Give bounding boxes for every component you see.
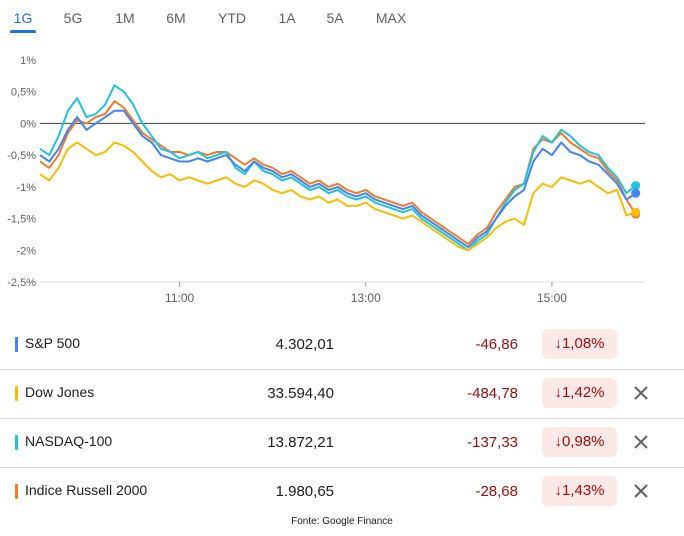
x-tick-label: 11:00 [165,291,194,305]
down-arrow-icon: ↓ [554,335,562,352]
series-line [39,109,637,249]
y-tick-label: 0% [20,118,36,130]
y-tick-label: 1% [20,55,36,67]
y-tick-label: -1,5% [7,214,36,226]
x-tick-label: 15:00 [537,291,567,305]
percent-change-badge: ↓1,08% [542,329,617,359]
tab-6m[interactable]: 6M [166,10,186,26]
tab-1m[interactable]: 1M [115,10,135,26]
percent-change-badge: ↓1,43% [542,476,617,506]
percent-change-value: 0,98% [561,433,605,450]
index-name: NASDAQ-100 [25,433,113,449]
x-tick-label: 13:00 [351,291,381,305]
close-icon[interactable] [631,383,651,403]
index-line-chart: 1% 0,5% 0% -0,5% -1% -1,5% -2% -2,5% 11:00 13:00… [7,55,645,305]
chart-series [39,84,641,252]
index-name: S&P 500 [25,335,81,351]
y-tick-label: -2% [16,245,36,257]
y-tick-label: -2,5% [7,277,36,289]
active-tab-indicator [10,30,36,33]
y-tick-label: -1% [16,182,36,194]
index-change: -484,78 [467,385,518,402]
x-axis: 11:00 13:00 15:00 [40,281,645,305]
series-line [39,141,637,252]
time-range-tabs: 1G 5G 1M 6M YTD 1A 5A MAX [0,0,684,34]
series-line [39,84,637,252]
series-color-marker [15,435,18,450]
index-row-russell-2000[interactable]: Indice Russell 2000 1.980,65 -28,68 ↓1,4… [0,467,684,516]
tab-max[interactable]: MAX [375,10,407,26]
index-name: Indice Russell 2000 [25,482,148,498]
percent-change-value: 1,08% [561,335,605,352]
percent-change-value: 1,43% [561,482,605,499]
index-row-dow-jones[interactable]: Dow Jones 33.594,40 -484,78 ↓1,42% [0,369,684,419]
series-color-marker [15,337,18,352]
down-arrow-icon: ↓ [554,433,562,450]
percent-change-value: 1,42% [561,384,605,401]
tab-ytd[interactable]: YTD [218,10,246,26]
down-arrow-icon: ↓ [554,384,562,401]
tab-5g[interactable]: 5G [63,10,83,26]
y-axis: 1% 0,5% 0% -0,5% -1% -1,5% -2% -2,5% [7,55,645,289]
series-color-marker [15,484,18,499]
index-value: 4.302,01 [275,336,334,353]
index-change: -137,33 [467,434,518,451]
series-color-marker [15,386,18,401]
index-value: 1.980,65 [275,483,334,500]
percent-change-badge: ↓1,42% [542,378,617,408]
index-change: -28,68 [475,483,518,500]
series-endpoint [631,188,641,198]
index-row-sp500[interactable]: S&P 500 4.302,01 -46,86 ↓1,08% [0,320,684,370]
index-row-nasdaq-100[interactable]: NASDAQ-100 13.872,21 -137,33 ↓0,98% [0,418,684,468]
close-icon[interactable] [631,481,651,501]
series-line [39,100,637,245]
index-change: -46,86 [475,336,518,353]
down-arrow-icon: ↓ [554,482,562,499]
index-value: 33.594,40 [267,385,334,402]
series-endpoint [631,207,641,217]
y-tick-label: 0,5% [11,87,36,99]
tab-5a[interactable]: 5A [326,10,344,26]
y-tick-label: -0,5% [7,150,36,162]
index-value: 13.872,21 [267,434,334,451]
percent-change-badge: ↓0,98% [542,427,617,457]
source-footnote: Fonte: Google Finance [291,516,393,527]
tab-1g[interactable]: 1G [13,10,33,26]
series-endpoint [631,181,641,191]
tab-1a[interactable]: 1A [278,10,296,26]
close-icon[interactable] [631,432,651,452]
index-name: Dow Jones [25,384,95,400]
